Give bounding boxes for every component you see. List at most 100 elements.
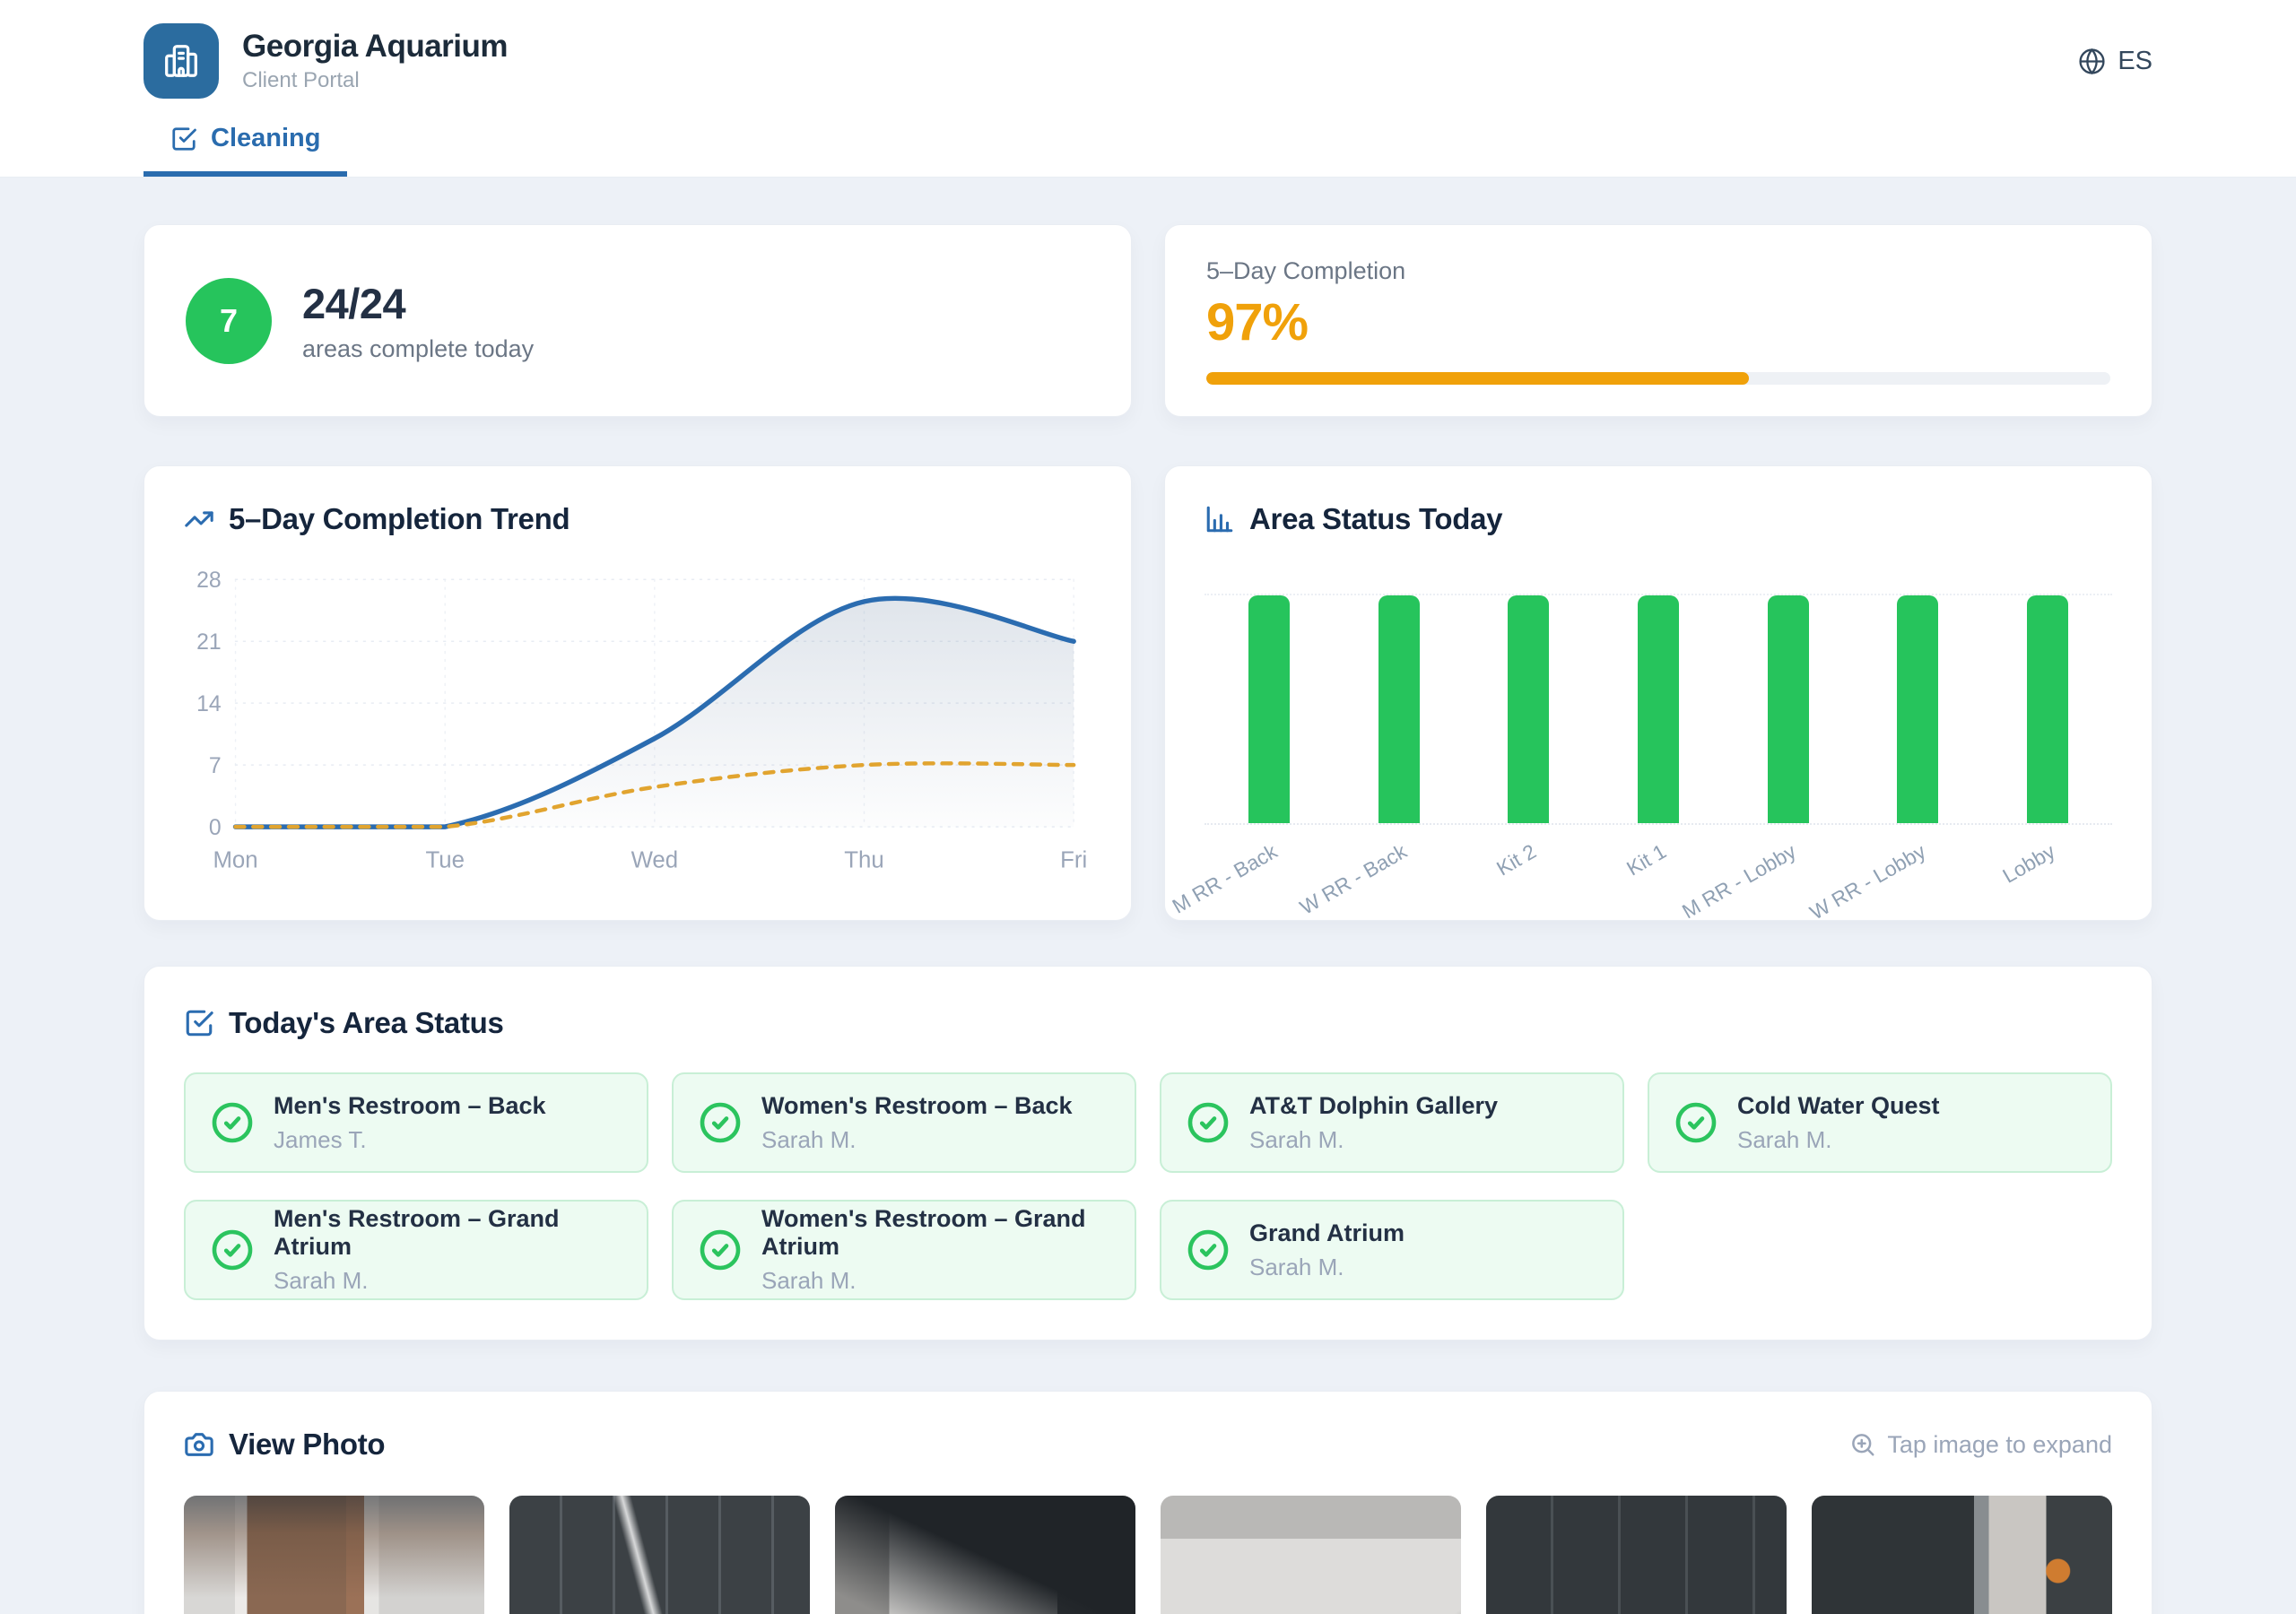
bar [1508, 595, 1550, 823]
area-status-card: Men's Restroom – Back James T. [184, 1072, 648, 1173]
bar-column: M RR - Back [1168, 595, 1335, 918]
area-status-card: Cold Water Quest Sarah M. [1648, 1072, 2112, 1173]
cleaner-name: Sarah M. [1249, 1125, 1344, 1153]
check-circle-icon [212, 1229, 253, 1271]
svg-text:Tue: Tue [425, 848, 464, 873]
check-circle-icon [1187, 1229, 1229, 1271]
area-name: Women's Restroom – Back [761, 1091, 1073, 1119]
photo-hint: Tap image to expand [1849, 1431, 2112, 1459]
bar-column: W RR - Lobby [1805, 595, 1983, 920]
language-switcher[interactable]: ES [2078, 47, 2152, 76]
svg-text:Wed: Wed [631, 848, 679, 873]
cleaner-name: James T. [274, 1125, 367, 1153]
bar-column: Lobby [1982, 595, 2112, 888]
bar [1378, 595, 1420, 823]
cleaner-name: Sarah M. [1249, 1253, 1344, 1280]
area-name: Men's Restroom – Back [274, 1091, 546, 1119]
photo-thumbnail[interactable] [1161, 1496, 1461, 1614]
photo-thumbnail[interactable] [509, 1496, 810, 1614]
photo-thumbnail[interactable] [835, 1496, 1135, 1614]
view-photo-title: View Photo [229, 1427, 386, 1461]
photo-thumbnail[interactable] [1486, 1496, 1787, 1614]
trend-chart: Mon Tue Wed Thu Fri 0 7 14 21 28 [196, 568, 1087, 873]
view-photo-card: View Photo Tap image to expand [144, 1391, 2152, 1614]
page-subtitle: Client Portal [242, 68, 360, 92]
area-name: Men's Restroom – Grand Atrium [274, 1205, 560, 1260]
area-name: Cold Water Quest [1737, 1091, 1940, 1119]
language-label: ES [2118, 46, 2152, 75]
svg-text:Mon: Mon [213, 848, 257, 873]
area-name: AT&T Dolphin Gallery [1249, 1091, 1499, 1119]
globe-icon [2079, 48, 2105, 74]
areas-complete-ratio: 24/24 [302, 279, 406, 327]
bar-label: W RR - Back [1295, 839, 1411, 919]
photo-thumbnail[interactable] [184, 1496, 484, 1614]
bar [1897, 595, 1939, 823]
bar-column: W RR - Back [1296, 595, 1465, 919]
tab-cleaning[interactable]: Cleaning [144, 111, 348, 177]
check-circle-icon [700, 1229, 741, 1271]
completion-progress-track [1206, 371, 2110, 385]
bar [1248, 595, 1291, 823]
area-status-card: AT&T Dolphin Gallery Sarah M. [1160, 1072, 1624, 1173]
photo-hint-label: Tap image to expand [1887, 1430, 2112, 1458]
area-name: Women's Restroom – Grand Atrium [761, 1205, 1086, 1260]
today-status-title: Today's Area Status [229, 1006, 504, 1039]
area-status-card: Men's Restroom – Grand Atrium Sarah M. [184, 1200, 648, 1300]
bar-label: Kit 1 [1622, 839, 1671, 881]
bar-label: Kit 2 [1492, 839, 1541, 881]
trend-chart-title: 5–Day Completion Trend [229, 502, 570, 535]
completion-progress-fill [1206, 371, 1749, 385]
bar-label: M RR - Lobby [1677, 839, 1800, 921]
app-header: Georgia Aquarium Client Portal ES Cleani… [0, 0, 2296, 178]
check-circle-icon [1187, 1102, 1229, 1143]
page-title: Georgia Aquarium [242, 29, 509, 64]
cleaner-name: Sarah M. [274, 1267, 369, 1294]
zoom-in-icon [1852, 1434, 1874, 1456]
area-status-card: Women's Restroom – Back Sarah M. [672, 1072, 1136, 1173]
brand: Georgia Aquarium Client Portal [144, 23, 509, 99]
area-name: Grand Atrium [1249, 1219, 1405, 1246]
bar [1638, 595, 1680, 823]
bar-column: Kit 2 [1464, 595, 1594, 881]
svg-text:Thu: Thu [844, 848, 883, 873]
photo-thumbnail[interactable] [1812, 1496, 2112, 1614]
completion-label: 5–Day Completion [1206, 256, 1406, 284]
five-day-completion-card: 5–Day Completion 97% [1164, 224, 2152, 417]
bar [2026, 595, 2068, 823]
svg-text:0: 0 [209, 816, 222, 840]
bar-label: Lobby [1998, 839, 2059, 888]
cleaner-name: Sarah M. [761, 1125, 857, 1153]
checkbox-icon [186, 1010, 213, 1037]
bar-column: Kit 1 [1594, 595, 1724, 881]
areas-count-badge: 7 [186, 277, 272, 364]
building-icon [144, 23, 219, 99]
area-status-chart-card: Area Status Today M RR - Back W RR - Bac… [1164, 465, 2152, 921]
dashboard: 7 24/24 areas complete today 5–Day Compl… [0, 178, 2296, 1614]
svg-text:28: 28 [196, 568, 222, 593]
tab-bar: Cleaning [0, 111, 2296, 177]
check-circle-icon [1675, 1102, 1717, 1143]
today-area-status-card: Today's Area Status Men's Restroom – Bac… [144, 966, 2152, 1341]
bar [1767, 595, 1809, 823]
trending-up-icon [185, 511, 213, 527]
tab-cleaning-label: Cleaning [211, 124, 321, 152]
photo-row [184, 1496, 2112, 1614]
svg-text:Fri: Fri [1060, 848, 1087, 873]
check-circle-icon [700, 1102, 741, 1143]
bar-label: M RR - Back [1168, 839, 1282, 918]
cleaner-name: Sarah M. [1737, 1125, 1832, 1153]
area-status-card: Grand Atrium Sarah M. [1160, 1200, 1624, 1300]
completion-percent: 97% [1206, 292, 1309, 351]
bar-label: W RR - Lobby [1805, 839, 1930, 921]
bar-column: M RR - Lobby [1678, 595, 1853, 920]
check-circle-icon [212, 1102, 253, 1143]
trend-chart-card: 5–Day Completion Trend Mon Tue Wed Thu Fri 0 7… [144, 465, 1132, 921]
cleaner-name: Sarah M. [761, 1267, 857, 1294]
areas-complete-caption: areas complete today [302, 334, 535, 362]
svg-text:14: 14 [196, 692, 222, 716]
camera-icon [185, 1433, 213, 1456]
svg-text:7: 7 [209, 754, 222, 778]
area-status-card: Women's Restroom – Grand Atrium Sarah M. [672, 1200, 1136, 1300]
svg-text:21: 21 [196, 630, 222, 655]
